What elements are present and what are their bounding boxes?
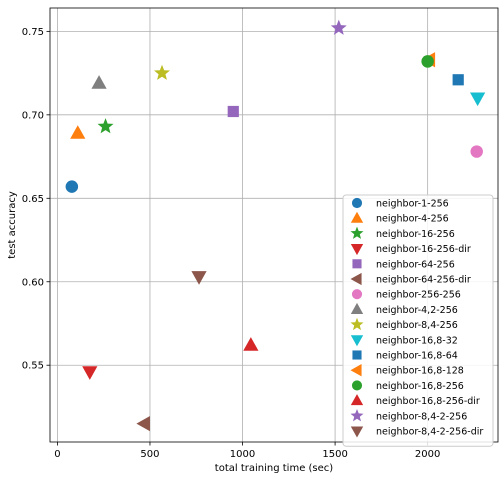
legend-marker — [352, 259, 362, 269]
data-point — [70, 125, 86, 139]
legend-label: neighbor-16,8-256 — [376, 381, 464, 392]
legend-label: neighbor-8,4-256 — [376, 320, 458, 331]
data-point — [421, 55, 434, 68]
data-point — [452, 74, 464, 86]
x-tick-label: 0 — [54, 449, 60, 460]
legend-marker — [351, 380, 363, 391]
legend-marker — [352, 350, 362, 360]
legend-marker — [350, 335, 364, 347]
axis-ticks: 0 500 1000 1500 2000 0.55 0.60 0.65 0.70 0.75 — [22, 27, 441, 460]
legend-marker — [350, 317, 364, 331]
legend-marker — [351, 197, 363, 209]
legend-label: neighbor-16,8-32 — [376, 335, 458, 346]
x-tick-label: 1500 — [322, 449, 347, 460]
legend-marker — [350, 211, 364, 223]
data-point — [191, 271, 207, 285]
x-tick-label: 500 — [140, 449, 159, 460]
legend-marker — [350, 302, 364, 314]
legend-label: neighbor-64-256-dir — [376, 275, 471, 286]
data-points — [65, 19, 486, 432]
data-point — [154, 64, 170, 80]
legend-marker — [350, 244, 364, 256]
data-point — [330, 19, 347, 35]
legend-label: neighbor-16,8-256-dir — [376, 396, 480, 407]
legend-label: neighbor-16,8-64 — [376, 351, 458, 362]
data-point — [91, 75, 107, 89]
legend-marker — [350, 226, 364, 239]
plot-area-frame — [49, 7, 499, 443]
data-point — [65, 180, 79, 193]
data-point — [243, 337, 259, 351]
data-point — [82, 366, 98, 380]
legend-marker — [350, 364, 362, 377]
y-tick-label: 0.65 — [22, 194, 44, 205]
y-tick-label: 0.70 — [22, 110, 44, 121]
y-tick-label: 0.60 — [22, 277, 44, 288]
legend-label: neighbor-4,2-256 — [376, 305, 458, 316]
legend-label: neighbor-64-256 — [376, 259, 455, 270]
data-point — [470, 145, 483, 158]
legend-box — [342, 194, 494, 447]
legend-label: neighbor-256-256 — [376, 290, 461, 301]
legend-marker — [350, 426, 364, 438]
x-axis-label: total training time (sec) — [215, 463, 333, 474]
y-axis-label: test accuracy — [7, 191, 18, 259]
x-tick-label: 1000 — [230, 449, 255, 460]
data-point — [136, 416, 151, 432]
data-point — [227, 105, 239, 118]
legend-marker — [350, 408, 364, 422]
legend-label: neighbor-16-256 — [376, 229, 455, 240]
data-point — [97, 118, 114, 134]
legend-marker — [350, 272, 362, 286]
legend-marker — [350, 394, 364, 406]
y-tick-label: 0.75 — [22, 27, 44, 38]
legend-label: neighbor-16,8-128 — [376, 366, 464, 377]
data-point — [470, 92, 486, 107]
legend-label: neighbor-1-256 — [376, 199, 449, 210]
legend-label: neighbor-16-256-dir — [376, 244, 471, 255]
legend-label: neighbor-8,4-2-256 — [376, 411, 467, 422]
x-tick-label: 2000 — [415, 449, 440, 460]
legend-marker — [351, 289, 363, 300]
y-tick-label: 0.55 — [22, 361, 44, 372]
legend-label: neighbor-8,4-2-256-dir — [376, 427, 483, 438]
legend-label: neighbor-4-256 — [376, 214, 449, 225]
legend: neighbor-1-256 neighbor-4-256 neighbor-16-… — [342, 194, 494, 447]
